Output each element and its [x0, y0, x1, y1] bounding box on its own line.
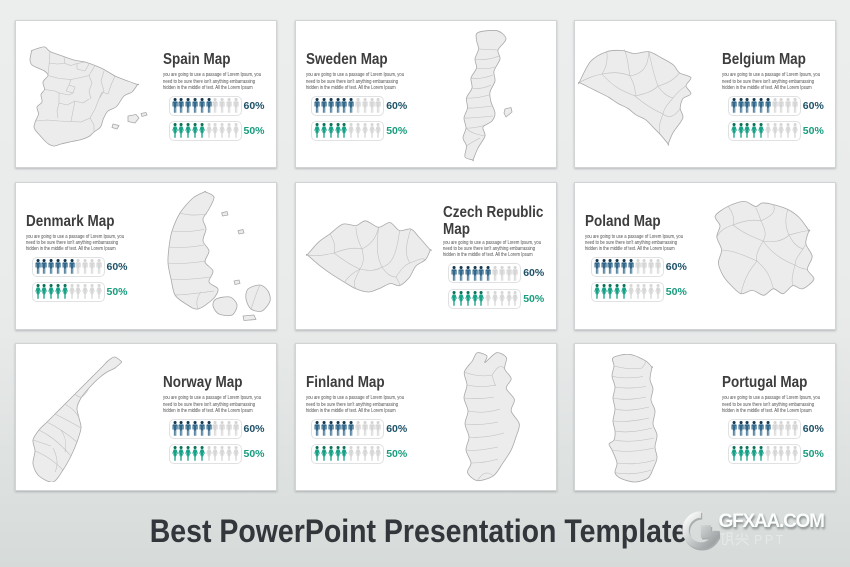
svg-text:PPT: PPT — [754, 533, 786, 546]
